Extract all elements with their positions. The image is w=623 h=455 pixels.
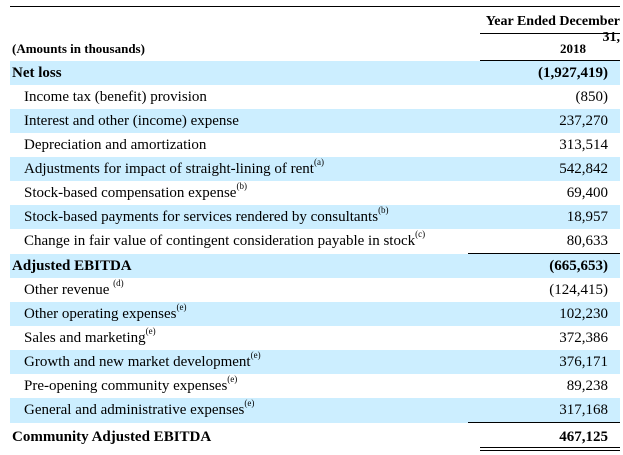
table-row: Change in fair value of contingent consi… — [10, 229, 620, 254]
row-note: (a) — [313, 157, 324, 167]
year-header-rule — [480, 60, 620, 61]
row-value: 313,514 — [559, 137, 608, 153]
row-label: Interest and other (income) expense — [24, 113, 239, 129]
row-note: (e) — [145, 326, 156, 336]
row-label: Adjusted EBITDA — [12, 257, 132, 274]
table-row-subtotal: Adjusted EBITDA (665,653) — [10, 253, 620, 278]
row-label: Other operating expenses — [24, 306, 177, 322]
table-row: Other operating expenses(e) 102,230 — [10, 302, 620, 326]
row-value: 237,270 — [468, 109, 620, 133]
period-header-rule — [480, 33, 620, 34]
row-label: Growth and new market development — [24, 354, 251, 370]
row-value: (850) — [575, 89, 609, 105]
row-note: (c) — [415, 229, 426, 240]
row-label: Net loss — [12, 65, 62, 81]
row-value: 376,171 — [468, 350, 620, 374]
table-row: Income tax (benefit) provision (850) — [10, 85, 620, 109]
table-row: Stock-based compensation expense(b) 69,4… — [10, 181, 620, 205]
table-row: Depreciation and amortization 313,514 — [10, 133, 620, 157]
row-value: 89,238 — [566, 378, 608, 394]
row-note: (e) — [227, 374, 238, 384]
row-label: Sales and marketing — [24, 330, 146, 346]
ebitda-reconciliation-table: Net loss (1,927,419) Income tax (benefit… — [10, 61, 620, 449]
table-row: Interest and other (income) expense 237,… — [10, 109, 620, 133]
row-value: 467,125 — [468, 422, 620, 449]
table-row: Sales and marketing(e) 372,386 — [10, 326, 620, 350]
row-value: 317,168 — [468, 398, 620, 423]
row-value: 542,842 — [468, 157, 620, 181]
row-value: 80,633 — [566, 233, 608, 249]
row-label: Stock-based payments for services render… — [24, 209, 379, 225]
row-note: (b) — [236, 181, 247, 191]
table-row: Stock-based payments for services render… — [10, 205, 620, 229]
row-label: Adjustments for impact of straight-linin… — [24, 161, 314, 177]
table-row: Net loss (1,927,419) — [10, 61, 620, 85]
table-row: General and administrative expenses(e) 3… — [10, 398, 620, 423]
row-note: (d) — [113, 278, 124, 288]
row-note: (b) — [378, 205, 389, 215]
row-value: 102,230 — [468, 302, 620, 326]
row-note: (e) — [176, 302, 187, 312]
table-row: Other revenue (d) (124,415) — [10, 278, 620, 302]
row-value: (124,415) — [549, 282, 608, 298]
table-row: Adjustments for impact of straight-linin… — [10, 157, 620, 181]
table-row: Growth and new market development(e) 376… — [10, 350, 620, 374]
amounts-label: (Amounts in thousands) — [12, 41, 145, 56]
row-value: (1,927,419) — [468, 61, 620, 85]
row-value: 18,957 — [468, 205, 620, 229]
top-rule — [10, 6, 620, 7]
row-label: General and administrative expenses — [24, 402, 245, 419]
row-label: Change in fair value of contingent consi… — [24, 233, 416, 250]
row-value: 372,386 — [559, 330, 608, 346]
row-value: (665,653) — [468, 253, 620, 278]
row-label: Community Adjusted EBITDA — [12, 428, 212, 445]
row-label: Other revenue — [24, 282, 114, 298]
row-label: Depreciation and amortization — [24, 137, 207, 153]
year-header: 2018 — [560, 41, 586, 56]
table-row: Pre-opening community expenses(e) 89,238 — [10, 374, 620, 398]
row-value: 69,400 — [566, 185, 608, 201]
total-double-rule-top — [480, 447, 620, 448]
total-double-rule-bottom — [480, 450, 620, 451]
row-label: Income tax (benefit) provision — [24, 89, 207, 105]
row-note: (e) — [250, 350, 261, 360]
row-label: Stock-based compensation expense — [24, 185, 237, 201]
row-note: (e) — [244, 398, 255, 409]
row-label: Pre-opening community expenses — [24, 378, 228, 394]
table-row-total: Community Adjusted EBITDA 467,125 — [10, 422, 620, 449]
